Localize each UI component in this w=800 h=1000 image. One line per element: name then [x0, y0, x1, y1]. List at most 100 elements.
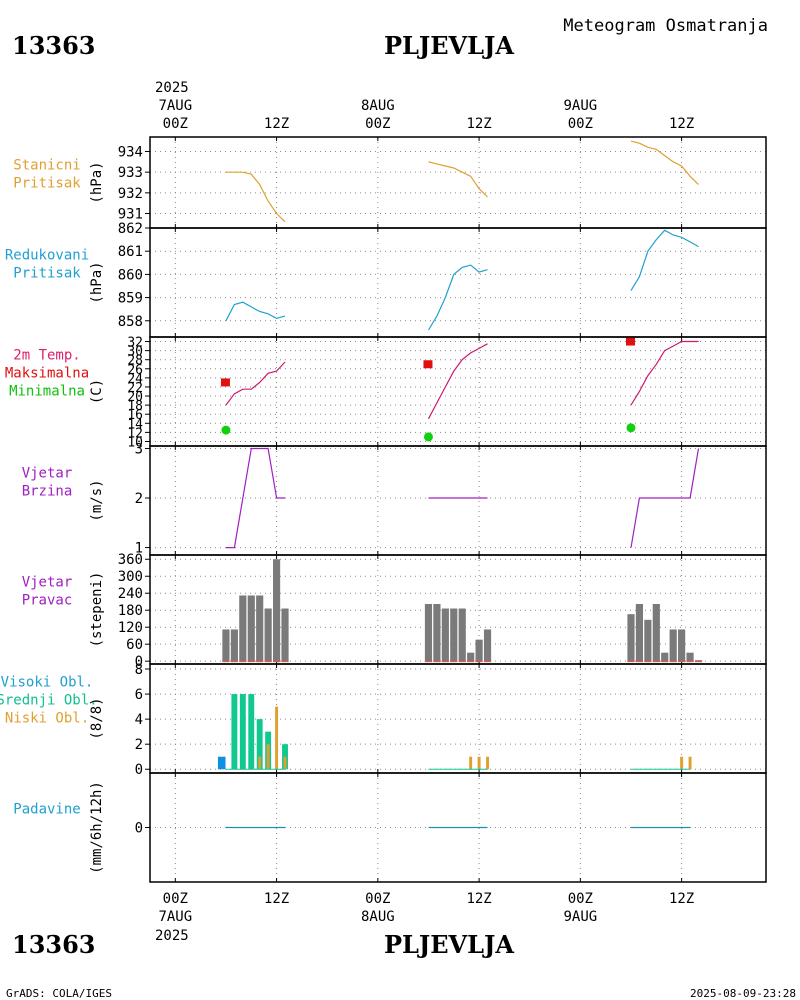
wind-direction-bar — [441, 608, 449, 662]
wind-direction-bar — [222, 629, 230, 662]
top-time-tick-label: 12Z — [264, 116, 289, 132]
cloud-bar — [680, 756, 684, 770]
y-tick-label: 60 — [126, 637, 143, 653]
y-axis-title: (hPa) — [89, 261, 105, 303]
min-temp-marker — [626, 423, 636, 433]
panel-wind_speed: 1 2 3 Vjetar Brzina (m/s) — [22, 441, 767, 557]
y-tick-label: 932 — [118, 186, 143, 202]
panel-frame — [149, 227, 767, 338]
y-tick-label: 859 — [118, 291, 143, 307]
cloud-bar — [469, 756, 473, 770]
y-tick-label: 931 — [118, 207, 143, 223]
wind-direction-bar — [450, 608, 458, 662]
top-time-tick-label: 12Z — [466, 116, 491, 132]
y-tick-label: 1 — [135, 541, 143, 557]
y-axis-title: (C) — [89, 379, 105, 404]
wind-direction-bar — [458, 608, 466, 662]
y-tick-label: 6 — [135, 687, 143, 703]
panel-label: Minimalna — [9, 384, 85, 400]
wind-direction-bar — [230, 629, 238, 662]
panel-label: Niski Obl. — [5, 711, 89, 727]
top-time-axis: 2025 00Z 7AUG 12Z 00Z 8AUG 12Z 00Z 9AUG 12Z — [155, 80, 694, 132]
top-date-label: 8AUG — [361, 98, 395, 114]
footer-timestamp: 2025-08-09-23:28 — [690, 987, 796, 1000]
y-tick-label: 180 — [118, 603, 143, 619]
y-axis-title: (8/8) — [89, 697, 105, 739]
y-tick-label: 22 — [127, 381, 143, 396]
cloud-bar — [248, 694, 255, 770]
wind-direction-bar — [264, 608, 272, 662]
wind-direction-bar — [678, 629, 686, 662]
cloud-bar — [231, 694, 238, 770]
wind-direction-bar — [247, 595, 255, 662]
series-line-wind_speed — [630, 448, 700, 548]
y-axis-title: (hPa) — [89, 161, 105, 203]
cloud-bar — [217, 756, 226, 770]
series-line-reduced_pressure — [630, 229, 699, 291]
bottom-time-tick-label: 12Z — [466, 891, 491, 907]
top-time-tick-label: 00Z — [163, 116, 188, 132]
panel-label: 2m Temp. — [13, 348, 80, 364]
cloud-bar — [266, 744, 270, 770]
bottom-time-tick-label: 12Z — [669, 891, 694, 907]
panel-station_pressure: 931 932 933 934 Stanicni Pritisak (hPa) — [13, 136, 767, 229]
wind-direction-bar — [239, 595, 247, 662]
bottom-time-tick-label: 00Z — [568, 891, 593, 907]
series-line-wind_speed — [225, 447, 285, 549]
y-tick-label: 120 — [118, 620, 143, 636]
bottom-date-label: 7AUG — [158, 909, 192, 925]
y-tick-label: 10 — [127, 435, 143, 450]
min-temp-marker — [423, 432, 433, 442]
bottom-date-label: 9AUG — [563, 909, 597, 925]
wind-direction-bar — [644, 619, 652, 662]
series-line-reduced_pressure — [225, 301, 286, 322]
bottom-time-tick-label: 00Z — [365, 891, 390, 907]
y-tick-label: 934 — [118, 144, 143, 160]
wind-direction-bar — [433, 603, 441, 662]
wind-direction-bar — [467, 652, 475, 662]
panel-label: Visoki Obl. — [1, 675, 94, 691]
y-axis-title: (stepeni) — [89, 572, 105, 648]
y-tick-label: 28 — [127, 354, 143, 369]
header-station-name: PLJEVLJA — [384, 31, 514, 60]
y-tick-label: 862 — [118, 221, 143, 237]
cloud-bar — [486, 756, 490, 770]
panel-frame — [149, 336, 767, 447]
y-axis-title: (mm/6h/12h) — [89, 781, 105, 874]
y-tick-label: 18 — [127, 399, 143, 414]
series-line-station_pressure — [225, 171, 286, 223]
wind-direction-bar — [635, 603, 644, 662]
cloud-bar — [275, 706, 279, 770]
panel-label: Brzina — [22, 484, 73, 500]
wind-direction-bar — [256, 595, 264, 662]
panel-label: Srednji Obl. — [0, 693, 98, 709]
y-tick-label: 8 — [135, 662, 143, 678]
cloud-bar — [688, 756, 692, 770]
y-tick-label: 360 — [118, 552, 143, 568]
panel-reduced_pressure: 858 859 860 861 862 Redukovani Pritisak (hPa) — [5, 221, 767, 338]
wind-direction-bar — [272, 559, 281, 662]
min-temp-marker — [221, 425, 231, 435]
wind-direction-bar — [627, 614, 635, 662]
panel-label: Pritisak — [13, 266, 81, 282]
panel-label: Pritisak — [13, 176, 81, 192]
panel-label: Vjetar — [22, 575, 73, 591]
series-line-station_pressure — [630, 140, 699, 186]
wind-direction-bar — [424, 603, 433, 662]
top-year-label: 2025 — [155, 80, 189, 96]
y-tick-label: 4 — [135, 712, 143, 728]
top-time-tick-label: 12Z — [669, 116, 694, 132]
y-tick-label: 24 — [127, 372, 143, 387]
y-tick-label: 858 — [118, 314, 143, 330]
y-tick-label: 300 — [118, 569, 143, 585]
wind-direction-bar — [483, 629, 492, 662]
panel-frame — [149, 772, 767, 883]
cloud-bar — [477, 756, 481, 770]
wind-direction-bar — [281, 608, 289, 662]
panel-label: Maksimalna — [5, 366, 89, 382]
series-line-temperature — [427, 343, 488, 420]
y-tick-label: 933 — [118, 165, 143, 181]
cloud-bar — [258, 756, 262, 770]
header-title: Meteogram Osmatranja — [563, 16, 768, 36]
